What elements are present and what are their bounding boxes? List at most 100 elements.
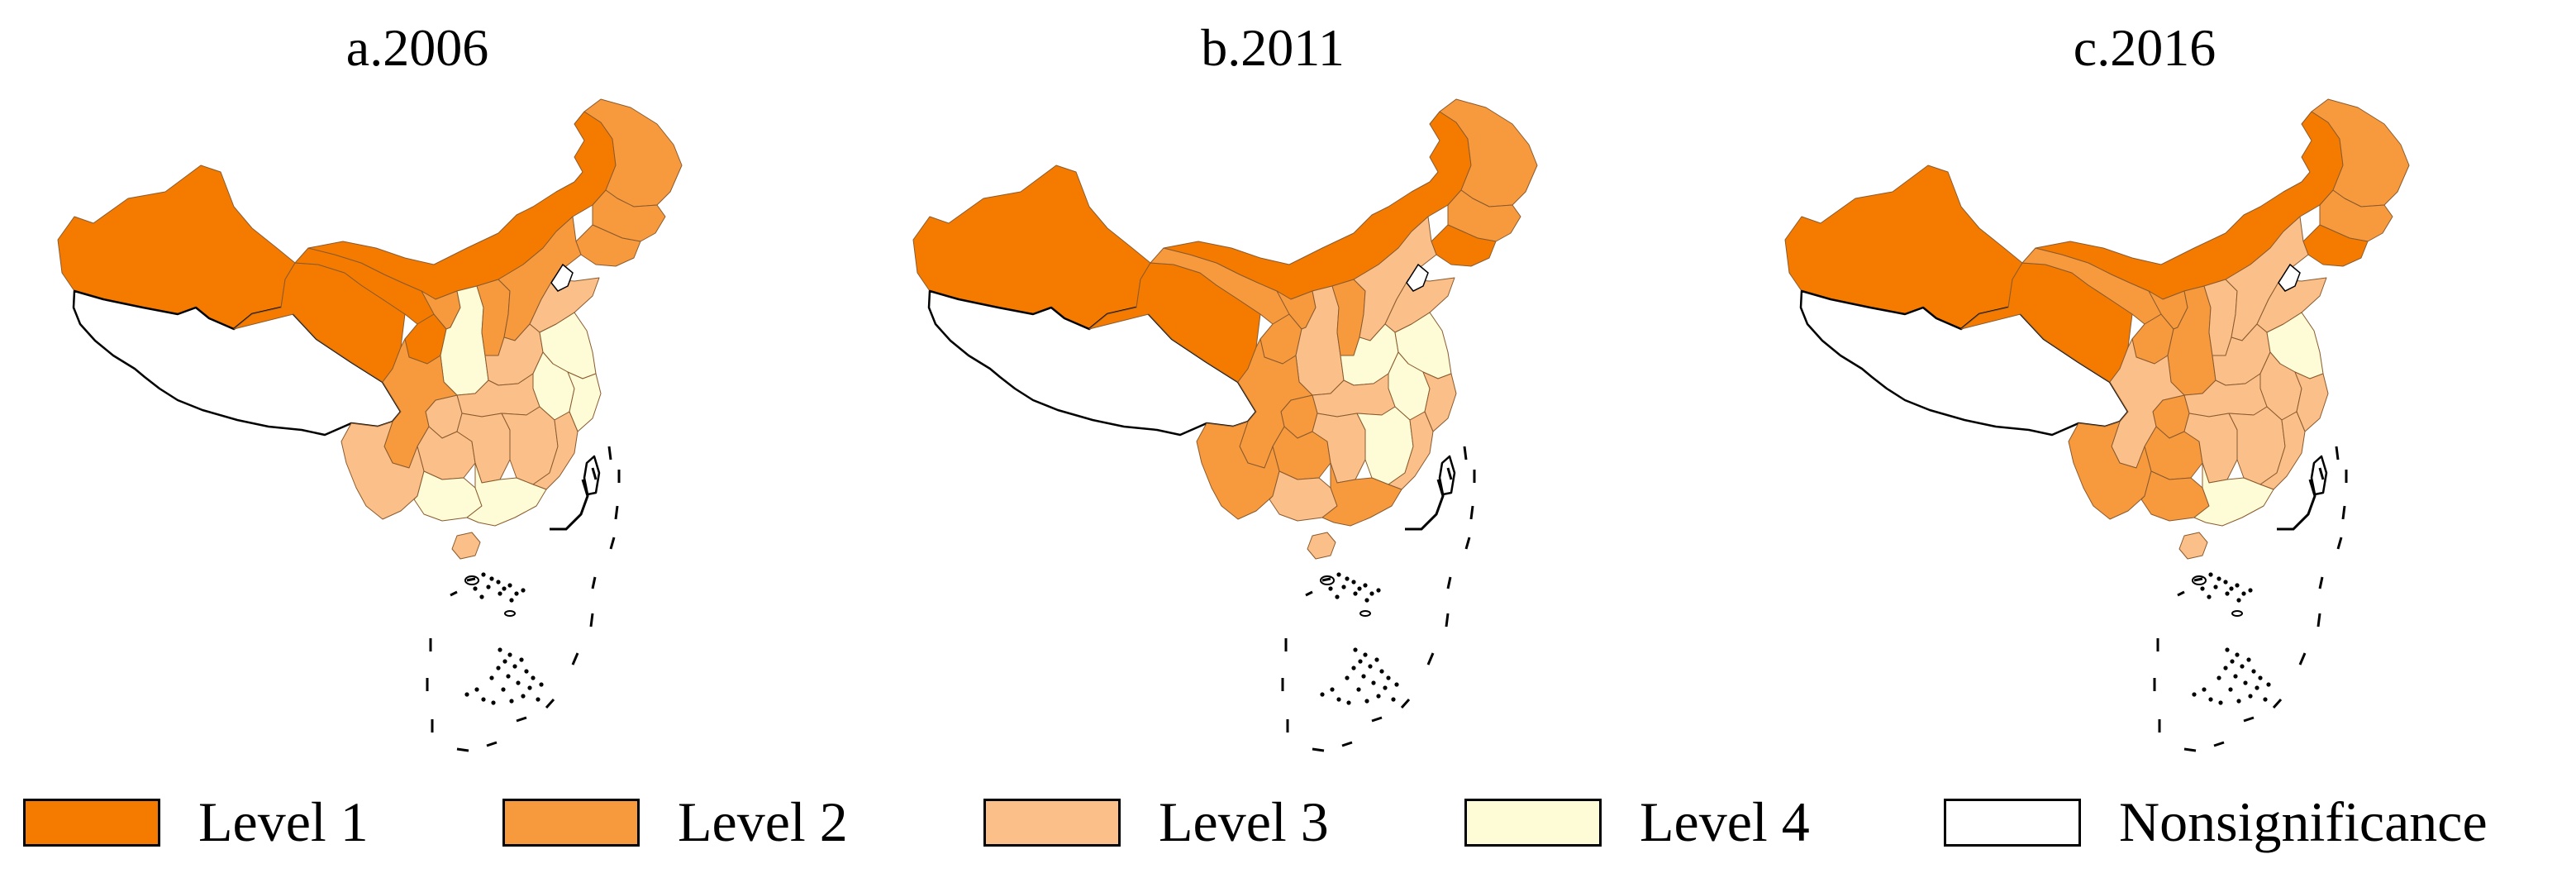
map-panel-2006: a.2006 xyxy=(4,0,831,761)
province-zhejiang xyxy=(2294,371,2329,432)
island-dot xyxy=(1320,692,1325,697)
boundary-dash xyxy=(2316,613,2321,627)
island-dot xyxy=(2233,674,2238,679)
china-map xyxy=(57,98,683,752)
boundary-dash xyxy=(1445,613,1450,627)
island-dot xyxy=(2200,586,2205,591)
province-hainan xyxy=(1307,532,1336,560)
island-outline xyxy=(2231,610,2243,617)
island-dot xyxy=(2202,687,2207,692)
coastline xyxy=(2277,479,2316,531)
province-jilin xyxy=(2319,189,2393,242)
island-dot xyxy=(2246,657,2251,662)
island-dot xyxy=(2218,700,2223,705)
province-guangdong xyxy=(1321,462,1402,527)
province-taiwan xyxy=(2310,455,2328,496)
island-dot xyxy=(473,586,478,591)
province-fujian xyxy=(2259,411,2306,490)
boundary-dash xyxy=(2298,652,2307,666)
island-dot xyxy=(1330,687,1335,692)
island-outline xyxy=(2192,575,2207,585)
island-dot xyxy=(2217,576,2221,581)
island-dot xyxy=(496,580,501,585)
legend-swatch xyxy=(983,799,1121,847)
boundary-dash xyxy=(589,613,594,627)
legend-swatch xyxy=(502,799,640,847)
island-dot xyxy=(1363,583,1368,588)
island-dot xyxy=(2225,591,2230,596)
island-dot xyxy=(536,697,540,702)
island-dot xyxy=(2228,687,2233,692)
island-dot xyxy=(1351,666,1356,670)
boundary-dash xyxy=(1312,747,1325,752)
province-hainan xyxy=(2178,532,2208,560)
boundary-dash xyxy=(609,537,616,550)
island-dot xyxy=(2230,659,2235,664)
island-dot xyxy=(1376,694,1381,699)
island-dot xyxy=(2223,666,2228,670)
island-dot xyxy=(1364,598,1369,603)
island-dot xyxy=(1345,576,1350,581)
island-dot xyxy=(502,586,507,591)
legend-label: Nonsignificance xyxy=(2119,790,2488,853)
island-dot xyxy=(2235,583,2240,588)
boundary-dash xyxy=(450,590,458,597)
province-jilin xyxy=(1447,189,1521,242)
boundary-dash xyxy=(1321,577,1331,582)
island-dot xyxy=(507,583,512,588)
island-dot xyxy=(1345,675,1350,680)
island-dot xyxy=(527,685,532,690)
island-dot xyxy=(474,687,479,692)
island-dot xyxy=(489,675,494,680)
coastline xyxy=(550,479,589,531)
island-dot xyxy=(479,594,484,599)
legend-swatch xyxy=(1464,799,1602,847)
island-outline xyxy=(1359,610,1371,617)
island-dot xyxy=(2263,697,2268,702)
island-outline xyxy=(464,575,479,585)
island-dot xyxy=(1336,697,1341,702)
boundary-dash xyxy=(1400,698,1411,709)
island-dot xyxy=(1383,685,1388,690)
island-dot xyxy=(1376,588,1381,593)
map-panel-2016: c.2016 xyxy=(1731,0,2558,761)
boundary-dash xyxy=(1463,446,1468,460)
boundary-dash xyxy=(2336,537,2343,550)
panel-title: a.2006 xyxy=(345,18,489,77)
island-dot xyxy=(1363,652,1368,657)
island-dot xyxy=(2235,652,2240,657)
province-taiwan xyxy=(1438,455,1456,496)
boundary-dash xyxy=(591,467,598,480)
island-dot xyxy=(1391,697,1396,702)
island-dot xyxy=(2266,682,2271,687)
island-dot xyxy=(524,669,529,674)
island-dot xyxy=(1394,682,1399,687)
china-map xyxy=(1784,98,2410,752)
legend-label: Level 2 xyxy=(678,790,848,853)
province-hainan xyxy=(451,532,481,560)
island-dot xyxy=(489,576,494,581)
bohai-sea xyxy=(550,263,574,292)
province-fujian xyxy=(532,411,579,490)
island-dot xyxy=(486,585,491,589)
boundary-dash xyxy=(466,577,476,582)
island-dot xyxy=(1357,586,1362,591)
island-dot xyxy=(516,680,521,685)
boundary-dash xyxy=(1426,652,1435,666)
island-outline xyxy=(1320,575,1335,585)
island-dot xyxy=(1369,591,1374,596)
island-dot xyxy=(2251,669,2256,674)
island-dot xyxy=(498,591,502,596)
island-dot xyxy=(498,647,502,652)
island-dot xyxy=(491,700,496,705)
boundary-dash xyxy=(2318,576,2324,589)
island-dot xyxy=(1336,572,1341,577)
boundary-dash xyxy=(1446,576,1452,589)
legend: Level 1 Level 2 Level 3 Level 4 Nonsigni… xyxy=(0,780,2576,863)
boundary-dash xyxy=(545,698,555,709)
province-taiwan xyxy=(583,455,601,496)
boundary-dash xyxy=(1469,505,1474,520)
legend-label: Level 3 xyxy=(1159,790,1329,853)
legend-label: Level 4 xyxy=(1640,790,1810,853)
boundary-dash xyxy=(2335,446,2340,460)
